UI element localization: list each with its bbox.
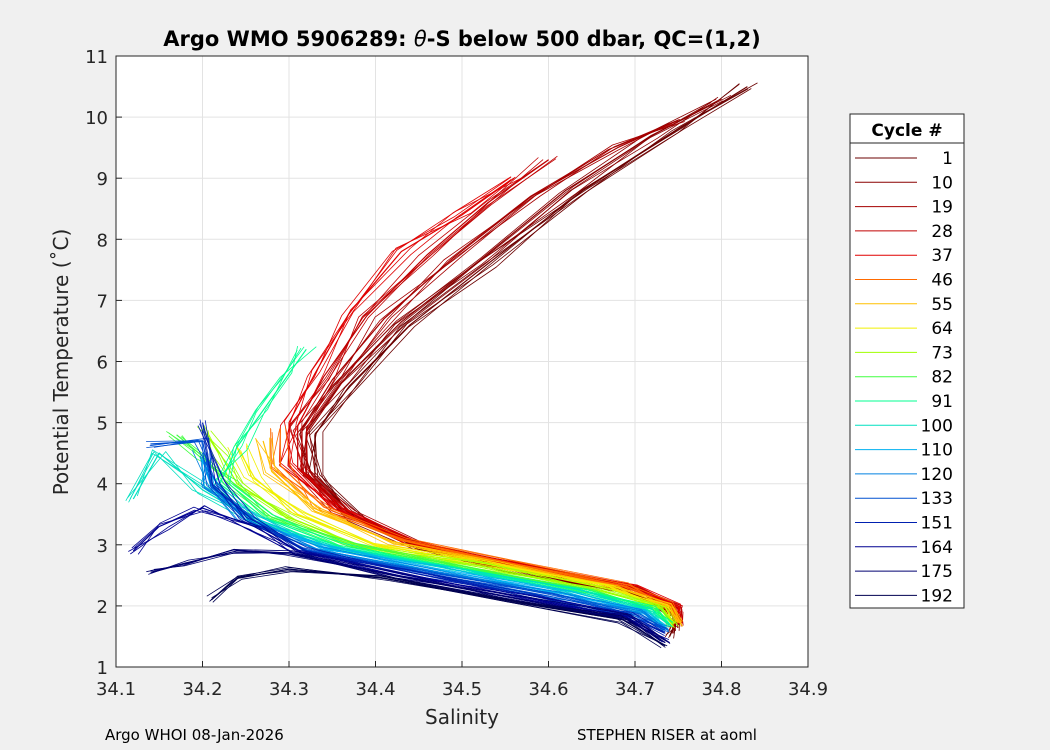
x-tick-label: 34.9 (788, 679, 828, 700)
legend-label-55: 55 (931, 295, 953, 315)
legend-label-175: 175 (921, 562, 953, 582)
legend-label-110: 110 (921, 441, 953, 461)
series-line-37 (278, 176, 683, 624)
legend-label-1: 1 (942, 149, 953, 169)
x-tick-label: 34.5 (442, 679, 482, 700)
x-tick-label: 34.4 (355, 679, 395, 700)
footer-right: STEPHEN RISER at aoml (577, 726, 757, 744)
legend-label-192: 192 (921, 586, 953, 606)
x-tick-label: 34.7 (615, 679, 655, 700)
y-tick-label: 9 (97, 169, 108, 190)
series-line-28 (287, 157, 683, 624)
y-tick-label: 2 (97, 597, 108, 618)
series-line-46 (270, 428, 682, 621)
series-line-91 (219, 346, 666, 629)
series-line-175 (151, 549, 661, 642)
y-tick-label: 6 (97, 353, 108, 374)
series-line-151 (199, 419, 664, 632)
legend-label-91: 91 (931, 392, 953, 412)
y-tick-label: 8 (97, 230, 108, 251)
legend: Cycle # 11019283746556473829110011012013… (849, 113, 965, 609)
series-line-120 (200, 453, 662, 631)
series-175 (146, 548, 671, 646)
legend-label-120: 120 (921, 465, 953, 485)
x-tick-label: 34.1 (96, 679, 136, 700)
y-tick-label: 4 (97, 475, 108, 496)
legend-label-19: 19 (931, 198, 953, 218)
series-line-37 (278, 179, 681, 622)
series-line-192 (212, 568, 668, 647)
legend-label-64: 64 (931, 319, 953, 339)
legend-label-151: 151 (921, 514, 953, 534)
series-line-91 (229, 349, 674, 623)
series-line-100 (136, 449, 666, 630)
y-tick-label: 7 (97, 291, 108, 312)
series-line-55 (255, 438, 682, 625)
series-line-120 (201, 454, 670, 631)
legend-label-164: 164 (921, 538, 953, 558)
legend-items: 1101928374655647382911001101201331511641… (855, 149, 953, 606)
x-tick-label: 34.8 (701, 679, 741, 700)
chart-title: Argo WMO 5906289: θ-S below 500 dbar, QC… (163, 27, 760, 51)
y-axis-label: Potential Temperature (˚C) (49, 229, 73, 496)
footer-left: Argo WHOI 08-Jan-2026 (105, 726, 284, 744)
legend-label-100: 100 (921, 416, 953, 436)
legend-title: Cycle # (871, 121, 942, 141)
y-tick-label: 11 (85, 47, 108, 68)
legend-label-82: 82 (931, 368, 953, 388)
x-tick-label: 34.6 (528, 679, 568, 700)
series-lines (125, 82, 758, 649)
series-line-192 (209, 567, 662, 649)
series-line-192 (211, 566, 664, 645)
y-tick-label: 5 (97, 414, 108, 435)
y-tick-label: 10 (85, 108, 108, 129)
legend-label-10: 10 (931, 173, 953, 193)
legend-label-37: 37 (931, 246, 953, 266)
series-line-55 (271, 438, 683, 623)
x-tick-label: 34.3 (269, 679, 309, 700)
legend-box (849, 113, 965, 609)
legend-label-28: 28 (931, 222, 953, 242)
legend-label-133: 133 (921, 489, 953, 509)
series-line-64 (240, 450, 677, 623)
series-line-192 (206, 570, 666, 648)
x-tick-label: 34.2 (182, 679, 222, 700)
y-tick-label: 3 (97, 536, 108, 557)
y-tick-label: 1 (97, 658, 108, 679)
series-line-192 (211, 571, 665, 646)
series-line-175 (153, 552, 665, 641)
series-192 (206, 566, 668, 649)
legend-label-46: 46 (931, 271, 953, 291)
x-axis-label: Salinity (425, 705, 499, 729)
axis-ticks: 34.1 34.2 34.3 34.4 34.5 34.6 34.7 34.8 34.9 1 2 3 4… (85, 47, 828, 700)
legend-label-73: 73 (931, 343, 953, 363)
